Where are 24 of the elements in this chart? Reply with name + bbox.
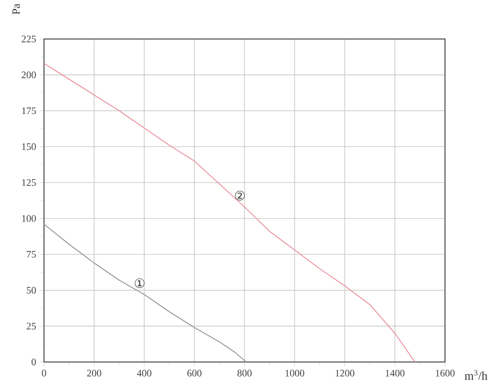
y-tick-label: 125: [22, 179, 36, 186]
y-axis-title: Pa: [12, 4, 20, 14]
y-tick-label: 75: [26, 251, 36, 258]
x-tick-label: 600: [187, 370, 202, 376]
y-tick-label: 100: [22, 215, 36, 222]
y-tick-label: 200: [22, 72, 36, 78]
series-label: ①: [134, 278, 144, 288]
x-tick-label: 800: [237, 370, 252, 376]
y-tick-label: 25: [26, 322, 36, 330]
y-tick-label: 225: [22, 36, 36, 42]
x-tick-label: 1200: [336, 370, 354, 376]
x-tick-label: 1000: [286, 370, 304, 376]
y-tick-label: 175: [22, 107, 36, 114]
y-tick-label: 150: [22, 143, 36, 150]
x-axis-title: m$^{3}$/h: [464, 370, 488, 380]
x-tick-label: 1400: [386, 370, 404, 376]
series-label: ②: [235, 190, 245, 200]
x-tick-label: 0: [42, 370, 46, 376]
line-series: [44, 224, 246, 362]
y-tick-label: 50: [26, 286, 36, 294]
x-tick-label: 1600: [436, 370, 455, 376]
x-tick-label: 200: [87, 370, 102, 376]
y-tick-label: 0: [32, 358, 36, 366]
x-tick-label: 400: [136, 370, 152, 376]
